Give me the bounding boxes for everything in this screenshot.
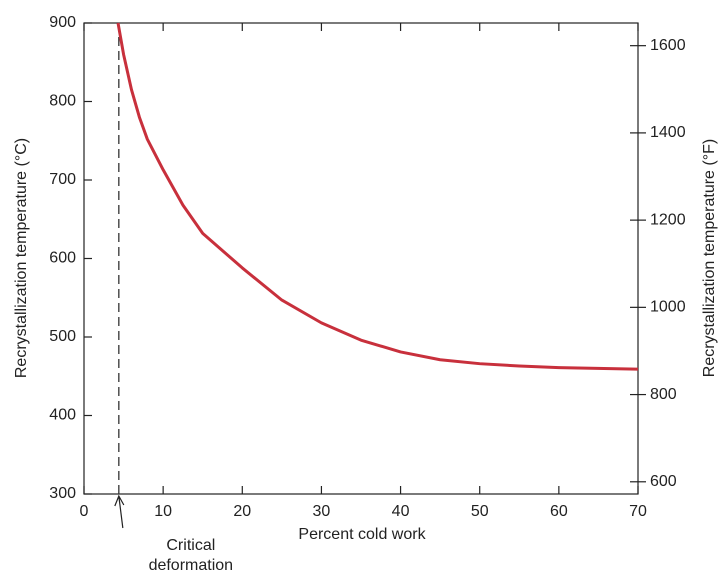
- y-tick-label: 800: [49, 93, 76, 110]
- x-tick-label: 30: [313, 503, 331, 520]
- x-tick-label: 10: [154, 503, 172, 520]
- x-tick-label: 70: [629, 503, 647, 520]
- y2-tick-label: 1400: [650, 124, 686, 141]
- y2-axis-label: Recrystallization temperature (°F): [701, 139, 718, 377]
- y-tick-label: 400: [49, 407, 76, 424]
- y-axis-label: Recrystallization temperature (°C): [13, 138, 30, 378]
- y2-tick-label: 1200: [650, 211, 686, 228]
- y2-tick-label: 800: [650, 386, 677, 403]
- annotation: Critical: [166, 537, 215, 554]
- x-tick-label: 50: [471, 503, 489, 520]
- plot-frame: [84, 23, 638, 494]
- y-tick-label: 900: [49, 14, 76, 31]
- y-tick-label: 300: [49, 485, 76, 502]
- page: {"chart_data": {"type": "line", "x_label…: [0, 0, 722, 576]
- y-tick-label: 500: [49, 328, 76, 345]
- y2-tick-label: 1600: [650, 37, 686, 54]
- x-tick-label: 20: [233, 503, 251, 520]
- y2-tick-label: 1000: [650, 299, 686, 316]
- annotation: deformation: [149, 557, 234, 574]
- y-tick-label: 600: [49, 250, 76, 267]
- x-tick-label: 0: [80, 503, 89, 520]
- chart: Percent cold work Recrystallization temp…: [0, 0, 722, 576]
- x-axis-label: Percent cold work: [298, 526, 426, 543]
- x-tick-label: 40: [392, 503, 410, 520]
- y-tick-label: 700: [49, 171, 76, 188]
- data-line: [118, 23, 638, 369]
- annotation-arrow: [115, 496, 124, 528]
- x-tick-label: 60: [550, 503, 568, 520]
- y2-tick-label: 600: [650, 473, 677, 490]
